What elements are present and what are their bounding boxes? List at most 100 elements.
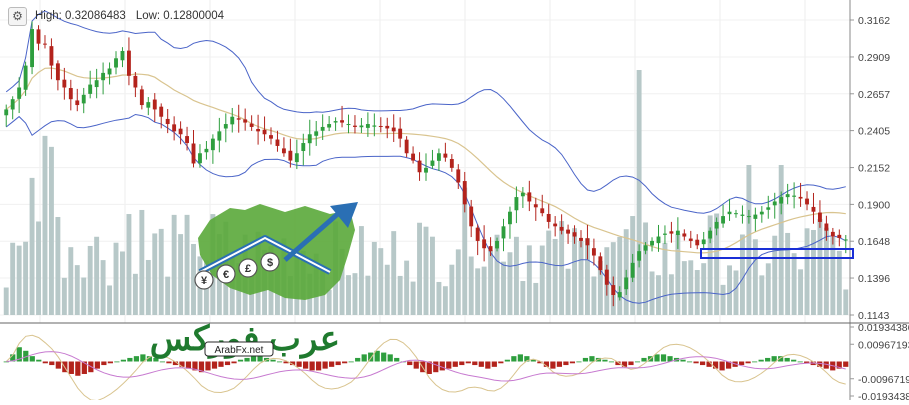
candle-body [436,153,441,161]
candle-body [191,143,196,164]
candle-body [133,75,138,88]
macd-histogram-bar [387,354,393,362]
macd-histogram-bar [413,361,419,369]
candle-body [55,63,60,81]
macd-histogram-bar [589,356,595,362]
macd-histogram-bar [693,361,699,364]
volume-bar [636,70,642,315]
macd-histogram-bar [823,361,829,369]
candle-body [482,239,487,249]
volume-bar [378,248,384,315]
candle-body [553,223,558,227]
volume-bar [126,214,132,315]
candle-body [669,231,674,234]
candle-body [68,88,73,100]
candle-body [139,89,144,106]
volume-bar [720,284,726,315]
candle-body [275,139,280,146]
macd-histogram-bar [504,359,510,362]
macd-histogram-bar [530,359,536,362]
macd-histogram-bar [706,361,712,367]
volume-bar [481,266,487,315]
volume-bar [29,177,35,315]
macd-line [5,334,846,402]
candle-body [210,138,215,151]
macd-histogram-bar [114,361,120,363]
volume-bar [423,226,429,315]
candle-body [675,230,680,235]
candle-body [630,262,635,278]
coin-glyph: £ [245,263,251,275]
volume-bar [139,209,145,315]
candle-body [824,223,829,231]
macd-histogram-bar [550,361,556,369]
macd-y-tick-label: -0.00967193 [858,374,909,386]
candle-body [120,50,125,61]
y-tick-label: 0.2909 [858,52,890,64]
volume-bar [817,219,823,315]
candle-body [49,46,54,66]
macd-histogram-bar [342,361,348,364]
candle-body [269,135,273,139]
volume-bar [475,268,481,315]
coin-icon [260,252,280,272]
site-badge [204,341,274,357]
candle-body [243,119,248,123]
candle-body [301,143,306,152]
candle-body [533,204,538,208]
highlight-zone [700,248,854,259]
candle-body [811,206,816,212]
candle-body [281,148,286,154]
macd-histogram-bar [517,354,523,362]
macd-histogram-bar [439,361,445,371]
candle-body [695,239,700,246]
candle-body [501,226,506,239]
volume-bar [752,239,758,315]
candle-body [327,124,332,128]
macd-histogram-bar [641,357,647,362]
candle-body [378,126,383,128]
macd-histogram-bar [29,356,35,362]
candle-body [740,214,745,216]
macd-histogram-bar [166,361,172,364]
candle-body [114,58,118,68]
candle-body [772,201,777,206]
candle-body [708,230,713,239]
volume-bar [591,276,597,315]
macd-histogram-bar [602,359,608,362]
macd-histogram-bar [485,361,491,369]
macd-histogram-bar [374,350,380,362]
gear-icon[interactable]: ⚙ [8,6,27,26]
volume-bar [513,236,519,315]
signal-line [6,351,846,382]
volume-bar [365,275,371,315]
candle-body [365,124,370,128]
candle-body [598,256,603,271]
candle-body [779,197,784,204]
volume-bar [145,259,151,315]
macd-histogram-bar [250,356,257,362]
macd-histogram-bar [329,361,335,367]
volume-bar [468,256,474,315]
y-tick-label: 0.1396 [858,273,890,285]
macd-histogram-bar [381,352,387,362]
y-tick-label: 0.2657 [858,89,890,101]
candle-body [688,238,693,241]
candlesticks[interactable] [4,21,848,307]
volume-bar [42,135,48,315]
volume-bar [739,234,745,315]
macd-histogram-bar [797,361,803,363]
macd-histogram-bar [498,361,504,364]
volume-bar [74,265,80,315]
candle-body [417,160,422,173]
volume-bar [81,277,87,315]
volume-bar [178,234,184,315]
y-tick-label: 0.2152 [858,163,890,175]
macd-histogram-bar [465,361,471,364]
high-label: High: 0.32086483 [35,10,126,22]
macd-histogram-bar [699,361,706,366]
